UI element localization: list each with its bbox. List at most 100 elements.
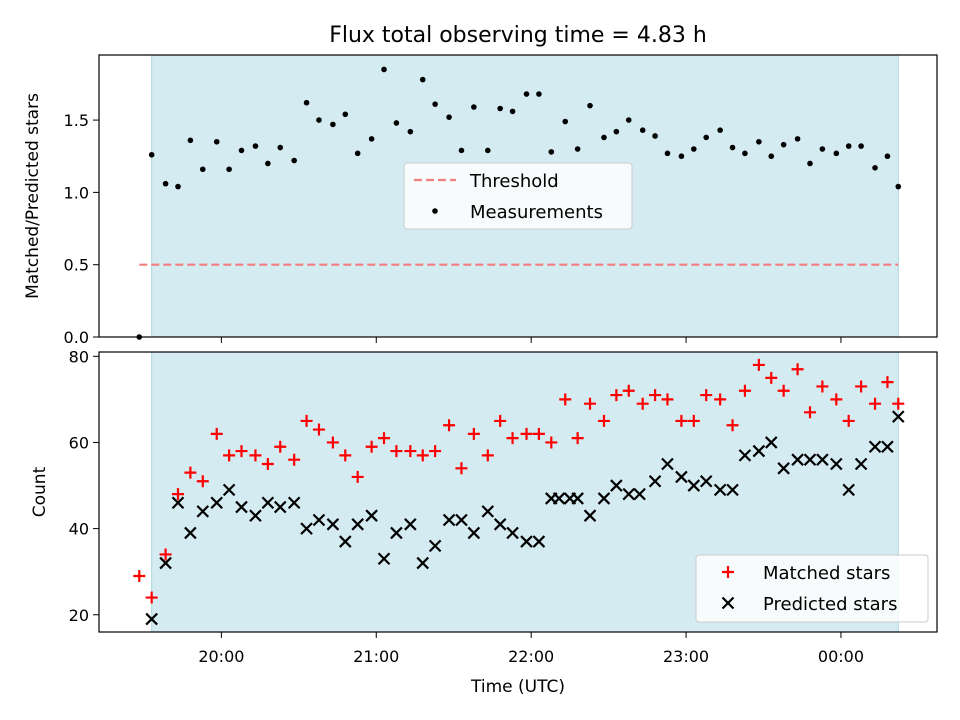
measurement-point — [226, 166, 232, 173]
measurement-point — [536, 91, 542, 97]
predicted-star-point — [300, 522, 313, 535]
matched-star-point — [738, 384, 751, 397]
matched-star-point — [261, 458, 274, 470]
matched-star-point — [390, 445, 403, 458]
bottom-panel-counts: 20 40 60 80 20:00 21:00 22:00 23:00 00:00 Count Ti… — [30, 347, 938, 697]
predicted-star-point — [210, 496, 224, 510]
y-tick-label: 0.0 — [64, 328, 89, 347]
measurement-point — [303, 99, 310, 106]
predicted-star-point — [145, 612, 158, 626]
measurement-point — [213, 138, 220, 145]
predicted-star-point — [273, 500, 287, 514]
predicted-star-point — [481, 505, 495, 518]
predicted-star-point — [738, 449, 752, 462]
predicted-star-point — [803, 453, 817, 466]
matched-star-point — [429, 445, 442, 458]
predicted-star-point — [713, 483, 727, 497]
measurement-point — [187, 137, 194, 144]
predicted-star-point — [222, 483, 236, 497]
matched-star-point — [378, 432, 391, 445]
measurement-point — [419, 76, 426, 83]
measurement-point — [316, 117, 322, 123]
measurement-point — [780, 141, 787, 148]
measurement-point — [265, 160, 271, 167]
measurement-point — [509, 108, 516, 115]
measurement-point — [652, 133, 658, 139]
y-axis-label: Matched/Predicted stars — [23, 93, 43, 299]
measurement-point — [548, 149, 555, 155]
predicted-star-point — [764, 436, 778, 449]
measurement-point — [484, 147, 491, 154]
predicted-star-point — [493, 518, 507, 531]
chart-title: Flux total observing time = 4.83 h — [329, 23, 707, 48]
measurement-point — [587, 102, 593, 109]
matched-star-point — [506, 432, 519, 445]
predicted-star-point — [377, 552, 391, 566]
predicted-star-point — [390, 526, 403, 540]
predicted-star-point — [868, 440, 882, 454]
matched-star-point — [404, 445, 417, 458]
matched-star-point — [830, 393, 843, 406]
y-tick-label: 1.5 — [64, 111, 89, 130]
predicted-star-point — [312, 513, 326, 527]
measurement-point — [432, 101, 438, 107]
measurement-point — [523, 91, 530, 97]
predicted-star-point — [416, 556, 430, 570]
legend-matched-swatch — [722, 566, 734, 578]
measurement-point — [562, 118, 569, 125]
matched-star-point — [597, 414, 610, 427]
predicted-star-point — [159, 556, 172, 570]
measurement-point — [691, 146, 697, 152]
measurement-point — [613, 128, 620, 135]
measurement-point — [625, 117, 632, 123]
matched-star-point — [584, 397, 597, 410]
predicted-star-point — [891, 410, 905, 423]
measurement-point — [729, 144, 736, 151]
matched-star-point — [816, 380, 829, 393]
measurement-point — [252, 143, 259, 149]
matched-star-point — [661, 393, 674, 406]
predicted-star-point — [467, 526, 481, 540]
legend-matched-label: Matched stars — [763, 563, 890, 584]
matched-star-point — [777, 384, 790, 397]
measurement-point — [162, 180, 169, 187]
predicted-star-point — [648, 474, 662, 488]
legend-predicted-label: Predicted stars — [763, 594, 897, 615]
matched-star-point — [210, 427, 223, 440]
predicted-star-point — [752, 444, 766, 458]
matched-star-point — [649, 389, 662, 402]
matched-star-point — [223, 449, 236, 462]
measurement-point — [148, 151, 155, 158]
matched-star-point — [610, 389, 623, 402]
matched-star-point — [481, 449, 494, 462]
matched-star-point — [312, 423, 325, 436]
matched-star-point — [803, 406, 816, 419]
measurement-point — [393, 120, 400, 126]
measurement-point — [678, 153, 685, 160]
matched-star-point — [869, 397, 882, 410]
predicted-star-point — [830, 457, 843, 471]
predicted-star-point — [171, 496, 185, 510]
predicted-star-point — [442, 513, 456, 527]
matched-star-point — [571, 432, 584, 445]
measurement-point — [717, 127, 723, 133]
matched-star-point — [636, 397, 649, 410]
measurement-point — [872, 165, 878, 171]
matched-star-point — [249, 449, 262, 462]
measurement-point — [807, 160, 813, 167]
matched-star-point — [171, 488, 184, 501]
measurement-point — [794, 136, 801, 142]
matched-star-point — [700, 389, 713, 402]
matched-star-point — [235, 445, 248, 458]
measurement-point — [381, 66, 387, 73]
matched-star-point — [765, 371, 778, 384]
matched-star-point — [288, 453, 301, 466]
matched-star-point — [687, 414, 700, 427]
y-axis-label: Count — [30, 466, 50, 517]
matched-star-point — [416, 449, 429, 462]
predicted-star-point — [610, 479, 623, 492]
matched-star-point — [855, 380, 868, 393]
predicted-star-point — [597, 492, 611, 505]
y-tick-label: 20 — [69, 606, 89, 625]
matched-star-point — [892, 397, 905, 410]
